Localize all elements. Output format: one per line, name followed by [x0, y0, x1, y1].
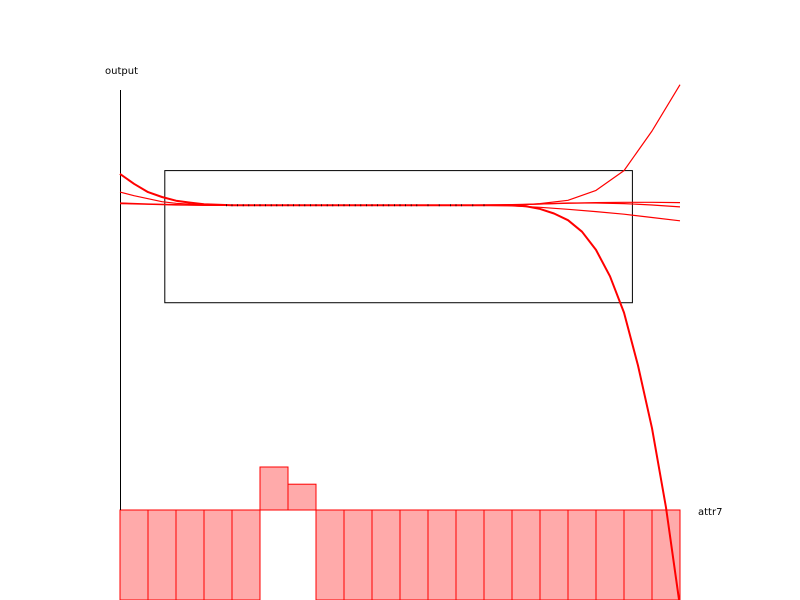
histogram-bar — [231, 509, 261, 600]
histogram-bar — [651, 509, 681, 600]
histogram-bar — [399, 509, 429, 600]
series-line-3 — [119, 191, 681, 222]
histogram-bar — [623, 509, 653, 600]
histogram-bar — [343, 509, 373, 600]
histogram-bar — [427, 509, 457, 600]
rectangle-frame — [164, 170, 633, 304]
histogram-bar — [287, 483, 317, 511]
histogram-bar — [119, 509, 149, 600]
histogram-bar — [147, 509, 177, 600]
histogram-bar — [259, 466, 289, 511]
histogram-bar — [315, 509, 345, 600]
y-axis-label: output — [105, 66, 138, 77]
selection-rectangle — [164, 170, 633, 304]
series-line-5 — [119, 173, 681, 600]
series-line-4 — [119, 84, 681, 206]
histogram-bar — [539, 509, 569, 600]
histogram-bar — [511, 509, 541, 600]
histogram-bar — [175, 509, 205, 600]
x-axis-label: attr7 — [698, 507, 722, 518]
histogram-bar — [483, 509, 513, 600]
histogram-bar — [595, 509, 625, 600]
histogram-bar — [567, 509, 597, 600]
histogram-bar — [203, 509, 233, 600]
histogram-bar — [371, 509, 401, 600]
rug — [225, 204, 485, 207]
histogram-bar — [455, 509, 485, 600]
histogram — [119, 466, 681, 600]
